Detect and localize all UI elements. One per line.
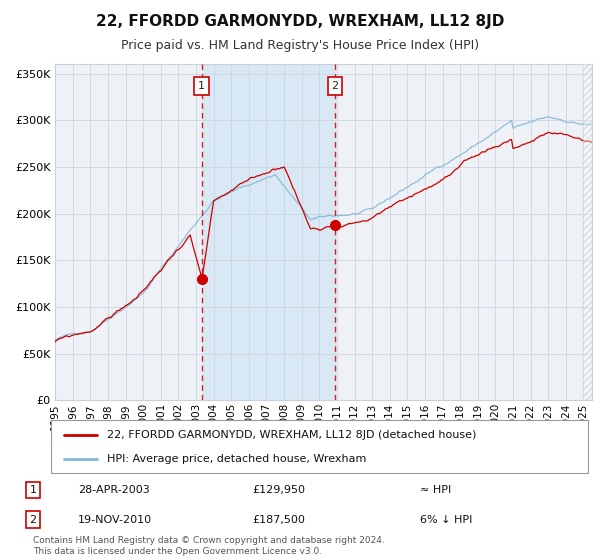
Text: ≈ HPI: ≈ HPI bbox=[420, 485, 451, 495]
Text: £187,500: £187,500 bbox=[252, 515, 305, 525]
Bar bbox=[202, 64, 335, 400]
Text: 1: 1 bbox=[29, 485, 37, 495]
Text: 2: 2 bbox=[29, 515, 37, 525]
Text: 22, FFORDD GARMONYDD, WREXHAM, LL12 8JD (detached house): 22, FFORDD GARMONYDD, WREXHAM, LL12 8JD … bbox=[107, 430, 477, 440]
Text: 28-APR-2003: 28-APR-2003 bbox=[78, 485, 150, 495]
Text: Price paid vs. HM Land Registry's House Price Index (HPI): Price paid vs. HM Land Registry's House … bbox=[121, 39, 479, 52]
Text: 6% ↓ HPI: 6% ↓ HPI bbox=[420, 515, 472, 525]
Text: 19-NOV-2010: 19-NOV-2010 bbox=[78, 515, 152, 525]
Text: HPI: Average price, detached house, Wrexham: HPI: Average price, detached house, Wrex… bbox=[107, 454, 367, 464]
Text: 1: 1 bbox=[198, 81, 205, 91]
Text: 22, FFORDD GARMONYDD, WREXHAM, LL12 8JD: 22, FFORDD GARMONYDD, WREXHAM, LL12 8JD bbox=[96, 14, 504, 29]
Text: Contains HM Land Registry data © Crown copyright and database right 2024.
This d: Contains HM Land Registry data © Crown c… bbox=[33, 536, 385, 556]
Text: 2: 2 bbox=[331, 81, 338, 91]
Text: £129,950: £129,950 bbox=[252, 485, 305, 495]
